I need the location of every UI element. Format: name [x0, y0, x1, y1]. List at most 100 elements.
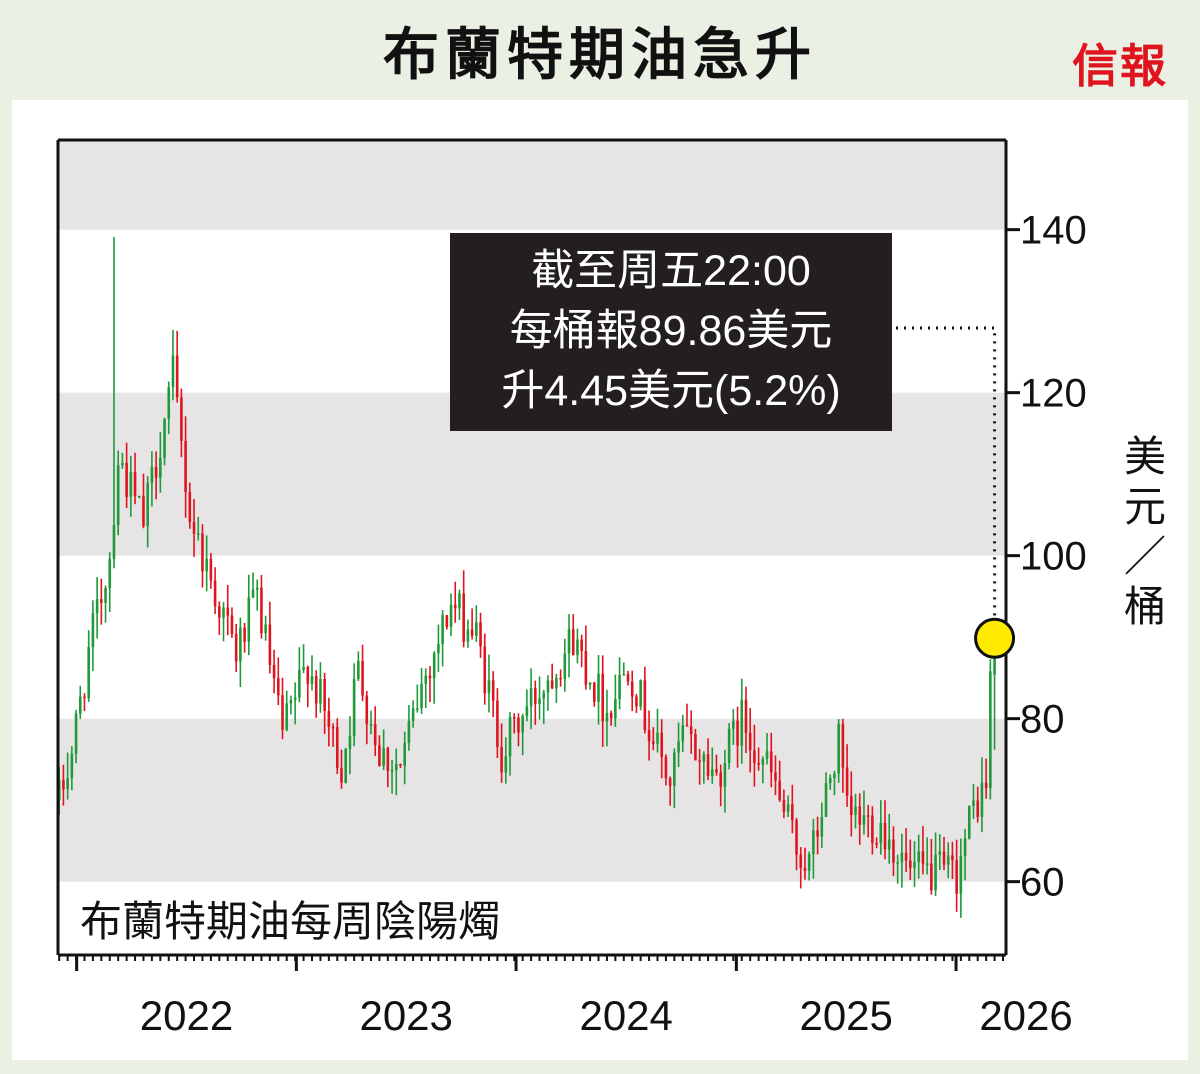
candle-body: [496, 700, 499, 747]
candle-body: [614, 699, 617, 719]
candle-body: [883, 822, 887, 850]
candle-body: [386, 748, 390, 772]
candle-body: [732, 720, 735, 729]
candle-body: [432, 653, 436, 679]
candle-body: [285, 703, 289, 730]
candle-body: [83, 696, 86, 699]
candle-body: [951, 855, 954, 861]
candle-body: [163, 418, 166, 458]
candle-body: [281, 695, 284, 730]
candle-body: [913, 861, 916, 868]
candle-body: [445, 615, 449, 627]
candle-body: [462, 593, 465, 642]
candle-body: [416, 708, 419, 710]
candle-body: [108, 558, 112, 589]
candle-body: [710, 769, 714, 776]
candle-body: [213, 580, 217, 607]
candle-body: [264, 624, 267, 634]
candle-body: [331, 726, 335, 729]
candle-body: [453, 604, 457, 609]
candle-body: [365, 695, 369, 725]
candle-body: [980, 782, 984, 818]
candle-body: [479, 622, 482, 647]
candle-body: [302, 666, 305, 670]
last-price-marker: [974, 617, 1016, 659]
candle-body: [828, 777, 832, 784]
candle-body: [394, 764, 398, 771]
candle-body: [230, 615, 234, 635]
candle-body: [774, 772, 777, 781]
candle-body: [70, 753, 74, 779]
candle-body: [100, 599, 103, 603]
candle-body: [373, 724, 377, 746]
candle-body: [955, 860, 958, 894]
candle-body: [546, 680, 550, 693]
candle-body: [681, 725, 685, 742]
candle-body: [369, 724, 373, 726]
candle-body: [428, 675, 432, 679]
callout-line-2: 每桶報89.86美元: [509, 307, 833, 355]
candle-body: [91, 613, 95, 648]
candle-body: [668, 778, 672, 786]
candle-body: [833, 773, 836, 778]
candle-body: [550, 680, 554, 689]
candle-body: [95, 599, 99, 614]
candle-body: [597, 673, 600, 702]
candle-body: [786, 804, 790, 812]
candle-body: [656, 732, 659, 744]
candle-body: [715, 769, 718, 773]
candle-body: [192, 521, 196, 534]
candle-body: [314, 676, 318, 704]
candle-body: [340, 768, 343, 783]
candle-body: [841, 723, 845, 768]
y-tick-label-120: 120: [1020, 372, 1087, 416]
candle-body: [293, 697, 297, 701]
candle-body: [917, 851, 921, 862]
callout-leader-line: [896, 326, 997, 619]
x-axis: 2022 2023 2024 2025 2026: [58, 955, 1073, 1039]
candle-body: [154, 466, 158, 478]
candle-body: [424, 675, 428, 684]
candle-body: [74, 713, 78, 754]
candle-body: [824, 783, 828, 817]
candle-body: [778, 780, 781, 801]
candle-body: [137, 495, 141, 498]
candle-body: [289, 700, 293, 704]
x-year-label-2025: 2025: [799, 992, 892, 1039]
candle-body: [938, 851, 942, 855]
candle-body: [534, 688, 537, 705]
candle-body: [887, 839, 891, 850]
candle-body: [175, 355, 179, 398]
x-year-label-2023: 2023: [359, 992, 452, 1039]
candle-body: [129, 471, 133, 497]
candle-body: [584, 651, 588, 685]
candle-body: [871, 815, 874, 844]
candle-body: [167, 387, 171, 419]
candle-body: [639, 680, 642, 707]
candle-body: [441, 615, 444, 644]
candle-body: [702, 754, 706, 762]
candle-body: [837, 723, 840, 774]
candle-body: [323, 679, 326, 712]
candle-body: [727, 728, 731, 763]
candle-body: [854, 806, 857, 815]
candle-body: [879, 822, 883, 844]
candle-body: [858, 806, 862, 825]
candle-body: [963, 838, 967, 857]
candle-body: [875, 843, 878, 845]
candle-body: [310, 676, 314, 684]
y-tick-label-140: 140: [1020, 209, 1087, 253]
candle-body: [989, 671, 992, 789]
y-tick-label-60: 60: [1020, 861, 1065, 905]
candle-body: [791, 804, 794, 821]
candle-body: [335, 727, 339, 769]
candle-body: [744, 699, 748, 733]
y-tick-label-80: 80: [1020, 698, 1065, 742]
candle-body: [757, 763, 760, 765]
candle-body: [226, 607, 230, 616]
candle-body: [753, 750, 756, 764]
candle-body: [276, 678, 280, 696]
candle-body: [344, 748, 348, 783]
candle-body: [116, 465, 120, 526]
y-axis: 60 80 100 120 140: [1006, 209, 1087, 905]
